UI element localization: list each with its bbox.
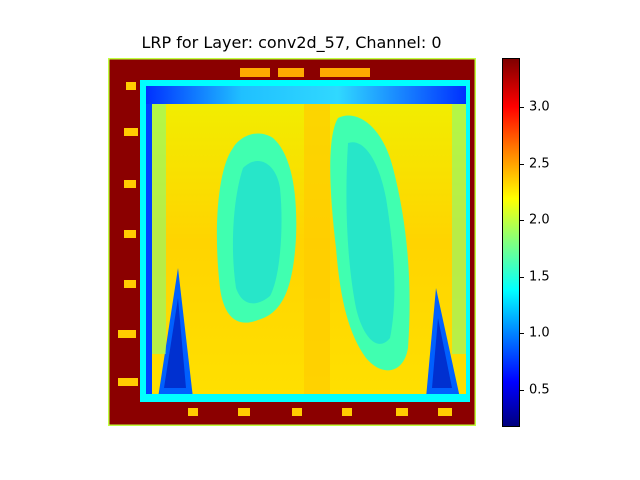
colorbar-tick-label: 2.5 <box>529 156 550 172</box>
colorbar-tick <box>520 107 524 108</box>
colorbar-tick <box>520 333 524 334</box>
colorbar <box>502 58 520 427</box>
outer-edge-line <box>108 58 476 426</box>
colorbar-tick-label: 0.5 <box>529 382 550 398</box>
spine <box>304 104 330 394</box>
colorbar-tick <box>520 390 524 391</box>
border-marks <box>118 68 452 416</box>
lrp-heatmap-image <box>108 58 476 426</box>
colorbar-tick <box>520 220 524 221</box>
top-band <box>146 86 466 104</box>
colorbar-tick-label: 3.0 <box>529 99 550 115</box>
colorbar-tick-label: 1.0 <box>529 325 550 341</box>
colorbar-tick <box>520 164 524 165</box>
colorbar-tick <box>520 277 524 278</box>
left-edge <box>146 86 152 398</box>
colorbar-tick-label: 1.5 <box>529 269 550 285</box>
colorbar-tick-label: 2.0 <box>529 212 550 228</box>
figure-title: LRP for Layer: conv2d_57, Channel: 0 <box>141 33 442 52</box>
